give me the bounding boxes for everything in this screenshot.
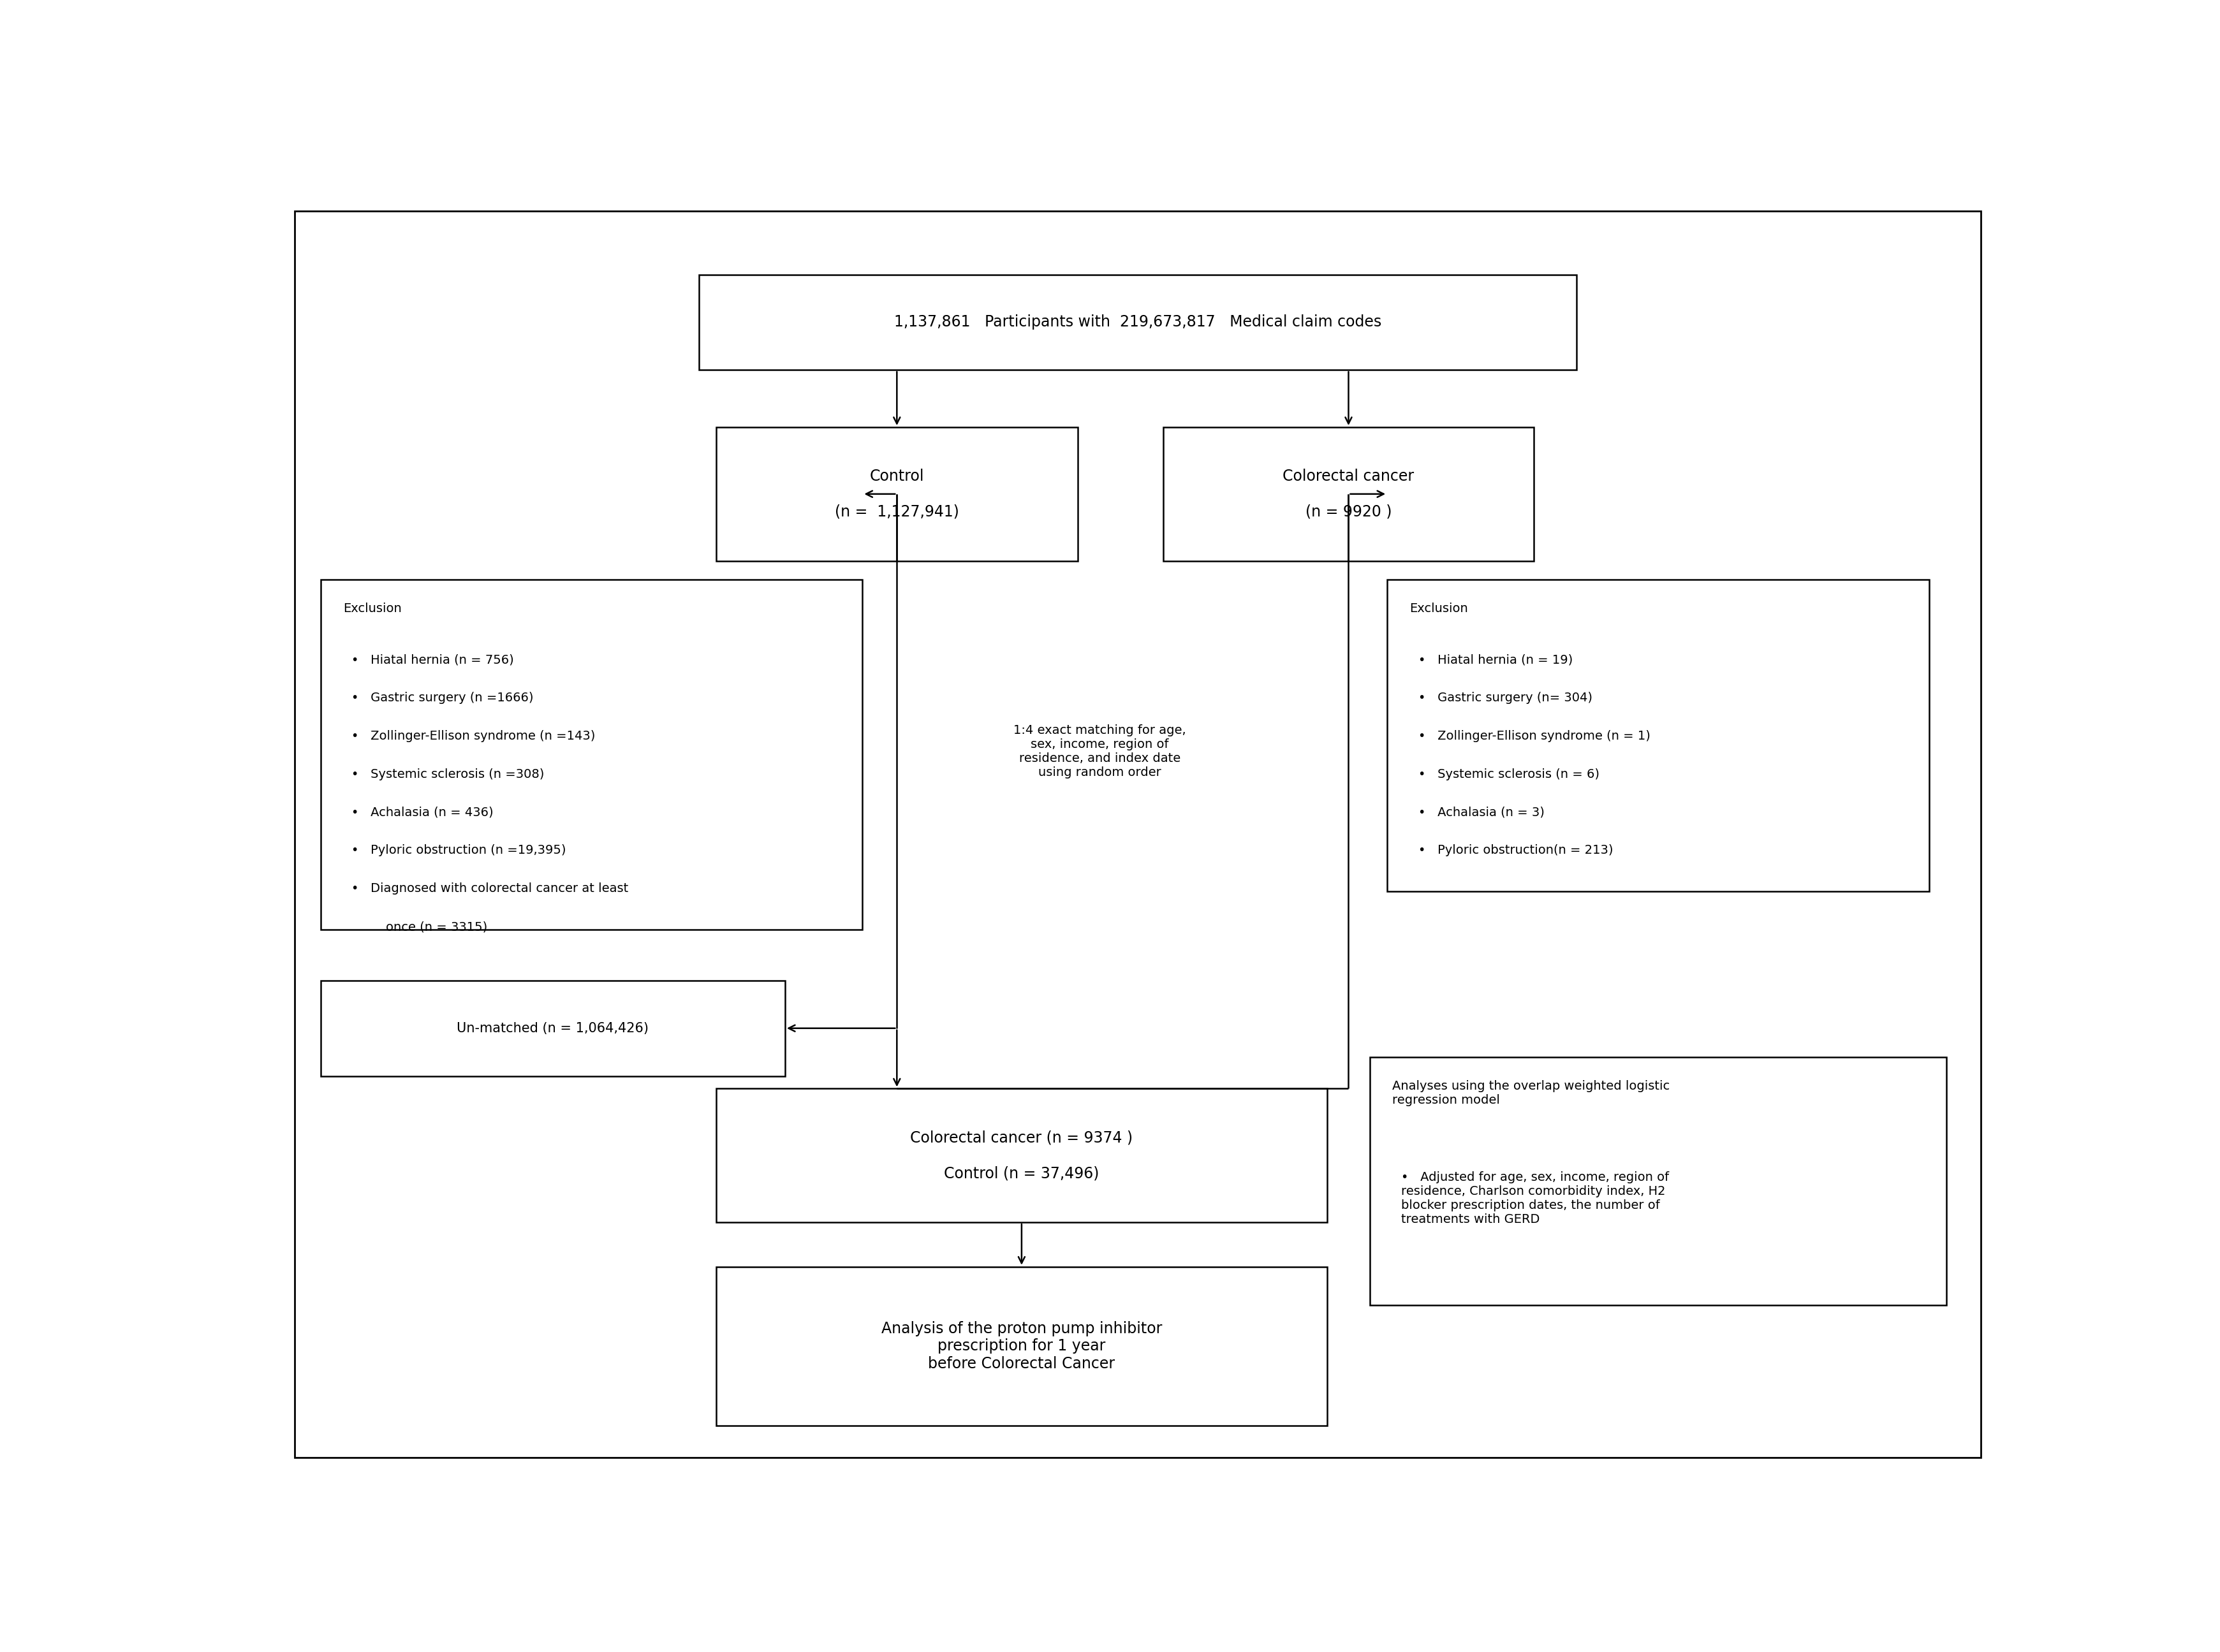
Text: 1:4 exact matching for age,
sex, income, region of
residence, and index date
usi: 1:4 exact matching for age, sex, income,… xyxy=(1015,725,1185,778)
Text: •   Systemic sclerosis (n = 6): • Systemic sclerosis (n = 6) xyxy=(1419,768,1598,780)
Text: •   Pyloric obstruction (n =19,395): • Pyloric obstruction (n =19,395) xyxy=(351,844,566,856)
Text: Exclusion: Exclusion xyxy=(342,603,402,615)
Text: 1,137,861   Participants with  219,673,817   Medical claim codes: 1,137,861 Participants with 219,673,817 … xyxy=(895,314,1381,330)
Text: Colorectal cancer

(n = 9920 ): Colorectal cancer (n = 9920 ) xyxy=(1283,469,1414,519)
FancyBboxPatch shape xyxy=(1163,428,1534,560)
Text: once (n = 3315): once (n = 3315) xyxy=(386,920,488,933)
Text: •   Achalasia (n = 436): • Achalasia (n = 436) xyxy=(351,806,493,818)
Text: Control

(n =  1,127,941): Control (n = 1,127,941) xyxy=(835,469,959,519)
Text: •   Gastric surgery (n =1666): • Gastric surgery (n =1666) xyxy=(351,692,533,704)
FancyBboxPatch shape xyxy=(320,580,861,930)
Text: •   Hiatal hernia (n = 756): • Hiatal hernia (n = 756) xyxy=(351,654,515,666)
FancyBboxPatch shape xyxy=(699,274,1576,370)
Text: Un-matched (n = 1,064,426): Un-matched (n = 1,064,426) xyxy=(457,1023,648,1034)
FancyBboxPatch shape xyxy=(1370,1057,1947,1305)
Text: Exclusion: Exclusion xyxy=(1410,603,1467,615)
Text: •   Pyloric obstruction(n = 213): • Pyloric obstruction(n = 213) xyxy=(1419,844,1614,856)
Text: •   Achalasia (n = 3): • Achalasia (n = 3) xyxy=(1419,806,1545,818)
FancyBboxPatch shape xyxy=(717,1267,1328,1426)
FancyBboxPatch shape xyxy=(295,211,1980,1457)
Text: Analyses using the overlap weighted logistic
regression model: Analyses using the overlap weighted logi… xyxy=(1392,1080,1669,1105)
FancyBboxPatch shape xyxy=(717,1089,1328,1222)
Text: •   Gastric surgery (n= 304): • Gastric surgery (n= 304) xyxy=(1419,692,1592,704)
Text: •   Hiatal hernia (n = 19): • Hiatal hernia (n = 19) xyxy=(1419,654,1572,666)
Text: •   Zollinger-Ellison syndrome (n =143): • Zollinger-Ellison syndrome (n =143) xyxy=(351,730,595,742)
FancyBboxPatch shape xyxy=(717,428,1077,560)
Text: •   Zollinger-Ellison syndrome (n = 1): • Zollinger-Ellison syndrome (n = 1) xyxy=(1419,730,1649,742)
Text: Analysis of the proton pump inhibitor
prescription for 1 year
before Colorectal : Analysis of the proton pump inhibitor pr… xyxy=(881,1322,1161,1371)
FancyBboxPatch shape xyxy=(1388,580,1929,892)
FancyBboxPatch shape xyxy=(320,981,786,1075)
Text: •   Adjusted for age, sex, income, region of
residence, Charlson comorbidity ind: • Adjusted for age, sex, income, region … xyxy=(1401,1171,1669,1226)
Text: •   Systemic sclerosis (n =308): • Systemic sclerosis (n =308) xyxy=(351,768,544,780)
Text: •   Diagnosed with colorectal cancer at least: • Diagnosed with colorectal cancer at le… xyxy=(351,882,628,895)
Text: Colorectal cancer (n = 9374 )

Control (n = 37,496): Colorectal cancer (n = 9374 ) Control (n… xyxy=(910,1130,1132,1181)
